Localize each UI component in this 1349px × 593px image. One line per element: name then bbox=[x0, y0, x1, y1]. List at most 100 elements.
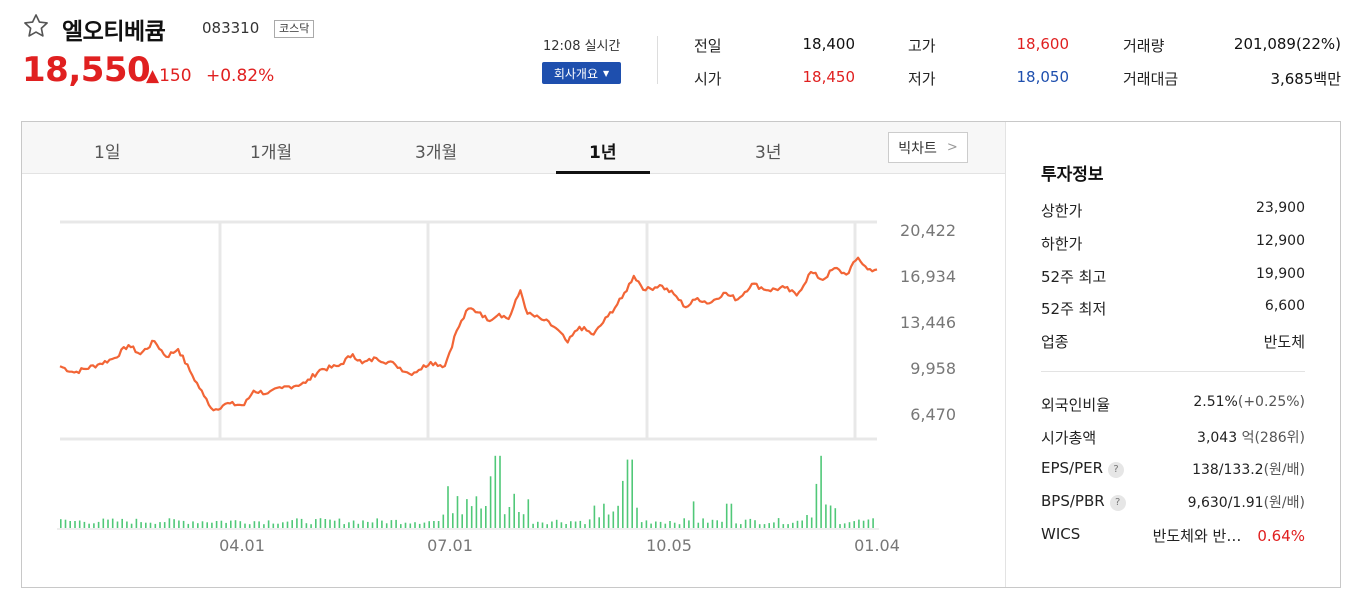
volume-bar bbox=[362, 520, 364, 528]
volume-bar bbox=[135, 518, 138, 528]
volume-bar bbox=[622, 480, 624, 528]
wics-value[interactable]: 반도체와 반… 0.64% bbox=[1153, 525, 1305, 546]
volume-bar bbox=[829, 505, 832, 528]
volume-bar bbox=[74, 521, 76, 528]
volume-bar bbox=[338, 518, 341, 528]
volume-value: 201,089(22%) bbox=[1233, 35, 1341, 53]
volume-bar bbox=[758, 524, 761, 528]
volume-bar bbox=[744, 519, 747, 528]
volume-bar bbox=[565, 524, 567, 528]
price-chart[interactable]: 20,422 16,934 13,446 9,958 6,470 04.01 07.01 10… bbox=[22, 174, 1005, 587]
volume-bar bbox=[541, 522, 544, 528]
high-52w-value: 19,900 bbox=[1256, 266, 1305, 282]
volume-bar bbox=[315, 519, 317, 528]
volume-bar bbox=[461, 514, 463, 528]
volume-bar bbox=[244, 523, 246, 528]
company-overview-label: 회사개요 bbox=[553, 66, 598, 81]
volume-bar bbox=[305, 523, 308, 528]
volume-bar bbox=[570, 521, 572, 528]
volume-bar bbox=[263, 524, 265, 528]
volume-bar bbox=[862, 520, 865, 528]
low-value: 18,050 bbox=[1016, 68, 1070, 86]
volume-bar bbox=[801, 520, 803, 528]
volume-bar bbox=[513, 493, 515, 528]
eps-per-unit: (원/배) bbox=[1263, 462, 1305, 478]
period-tabs: 1일 1개월 3개월 1년 3년 빅차트 > bbox=[22, 122, 1005, 174]
volume-bar bbox=[329, 519, 331, 528]
tab-1d[interactable]: 1일 bbox=[94, 143, 121, 163]
high-52w-label: 52주 최고 bbox=[1041, 268, 1107, 286]
volume-bar bbox=[768, 523, 770, 528]
foreign-ratio: 2.51% bbox=[1193, 394, 1238, 410]
volume-bar bbox=[300, 518, 303, 528]
volume-bar bbox=[735, 523, 737, 528]
volume-bar bbox=[163, 522, 166, 528]
volume-bar bbox=[858, 519, 860, 528]
volume-bar bbox=[248, 524, 251, 528]
volume-bar bbox=[631, 459, 633, 528]
volume-bar bbox=[447, 486, 449, 528]
volume-bar bbox=[376, 518, 378, 528]
volume-bar bbox=[782, 524, 785, 528]
volume-bar bbox=[230, 520, 232, 528]
high-value: 18,600 bbox=[1016, 35, 1070, 53]
prev-close-label: 전일 bbox=[694, 37, 722, 55]
wics-label: WICS bbox=[1041, 525, 1081, 543]
bps-pbr: 9,630/1.91 bbox=[1187, 495, 1264, 511]
tab-1y[interactable]: 1년 bbox=[589, 143, 617, 163]
star-icon[interactable] bbox=[22, 12, 50, 40]
tab-3m[interactable]: 3개월 bbox=[415, 143, 458, 163]
volume-bar bbox=[598, 517, 600, 528]
volume-bar bbox=[211, 522, 213, 528]
stock-name: 엘오티베큠 bbox=[62, 19, 166, 45]
volume-bar bbox=[806, 515, 808, 528]
help-icon[interactable]: ? bbox=[1109, 495, 1126, 511]
company-overview-button[interactable]: 회사개요 ▼ bbox=[542, 62, 621, 84]
volume-bar bbox=[494, 455, 497, 528]
volume-bar bbox=[716, 520, 718, 528]
volume-bar bbox=[796, 520, 799, 528]
active-tab-indicator bbox=[556, 171, 650, 174]
volume-bar bbox=[640, 522, 643, 528]
volume-bar bbox=[145, 522, 147, 528]
volume-bar bbox=[527, 499, 530, 528]
price-change: ▲150 bbox=[146, 66, 192, 86]
volume-bar bbox=[182, 520, 185, 528]
volume-bar bbox=[560, 522, 563, 528]
stock-header: 엘오티베큠 083310 코스닥 18,550 ▲150 +0.82% 12:0… bbox=[0, 0, 1349, 118]
volume-bar bbox=[173, 519, 175, 528]
volume-bar bbox=[69, 521, 71, 528]
open-value: 18,450 bbox=[802, 68, 856, 86]
volume-bar bbox=[414, 522, 416, 528]
volume-bar bbox=[763, 524, 766, 528]
price-line bbox=[59, 256, 878, 412]
wics-sector: 반도체와 반… bbox=[1152, 527, 1242, 545]
volume-bar bbox=[178, 520, 180, 528]
divider bbox=[657, 36, 658, 84]
chevron-right-icon: > bbox=[946, 140, 958, 155]
big-chart-button[interactable]: 빅차트 > bbox=[888, 132, 968, 163]
volume-bar bbox=[659, 521, 662, 528]
market-cap-value: 3,043 억(286위) bbox=[1197, 427, 1305, 447]
open-label: 시가 bbox=[694, 70, 722, 88]
volume-bar bbox=[574, 521, 577, 528]
volume-bar bbox=[154, 523, 157, 528]
volume-bar bbox=[168, 518, 171, 528]
volume-bar bbox=[272, 523, 275, 528]
help-icon[interactable]: ? bbox=[1108, 462, 1125, 478]
volume-bar bbox=[607, 514, 610, 528]
volume-bar bbox=[820, 455, 822, 528]
volume-bar bbox=[522, 514, 525, 528]
low-52w-value: 6,600 bbox=[1264, 298, 1305, 314]
eps-per: 138/133.2 bbox=[1192, 462, 1264, 478]
tab-1m[interactable]: 1개월 bbox=[250, 143, 293, 163]
volume-bar bbox=[532, 523, 534, 528]
tab-3y[interactable]: 3년 bbox=[755, 143, 782, 163]
industry-label: 업종 bbox=[1041, 333, 1069, 351]
volume-bar bbox=[872, 518, 874, 528]
volume-bar bbox=[286, 521, 289, 528]
volume-bar bbox=[815, 483, 818, 528]
eps-per-value: 138/133.2(원/배) bbox=[1192, 459, 1305, 479]
big-chart-label: 빅차트 bbox=[898, 140, 937, 157]
industry-value[interactable]: 반도체 bbox=[1263, 333, 1305, 351]
